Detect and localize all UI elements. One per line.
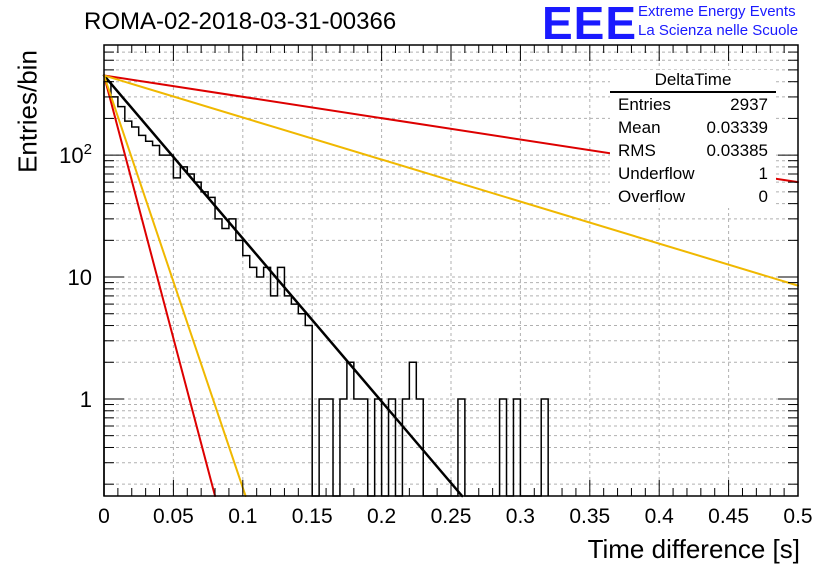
stats-row-mean: Mean 0.03339: [610, 116, 776, 139]
fit-line: [103, 74, 217, 497]
x-tick-label: 0.1: [228, 505, 257, 528]
y-tick-label-exponent: 2: [84, 141, 92, 158]
stats-value: 0.03385: [706, 141, 768, 160]
y-tick-label: 10: [68, 265, 92, 290]
x-tick-labels: 0 0.05 0.1 0.15 0.2 0.25 0.3 0.35 0.4 0.45 0.5: [98, 505, 812, 528]
x-tick-label: 0: [98, 505, 110, 528]
stats-label: RMS: [618, 141, 656, 160]
stats-row-overflow: Overflow 0: [610, 185, 776, 208]
logo-line-1: Extreme Energy Events: [638, 3, 796, 20]
x-tick-label: 0.5: [783, 505, 812, 528]
x-axis-label: Time difference [s]: [587, 534, 800, 564]
chart-title: ROMA-02-2018-03-31-00366: [84, 8, 397, 35]
stats-value: 2937: [730, 95, 768, 114]
fit-line: [103, 74, 799, 287]
stats-box-title: DeltaTime: [610, 70, 776, 93]
x-tick-label: 0.3: [506, 505, 535, 528]
stats-value: 0.03339: [706, 118, 768, 137]
stats-label: Entries: [618, 95, 671, 114]
x-tick-label: 0.2: [367, 505, 396, 528]
x-tick-label: 0.45: [708, 505, 749, 528]
logo-line-2: La Scienza nelle Scuole: [638, 22, 799, 39]
stats-label: Underflow: [618, 164, 695, 183]
histogram-outline: [103, 80, 549, 497]
y-axis-label: Entries/bin: [12, 50, 43, 173]
fit-line: [103, 74, 247, 497]
stats-label: Overflow: [618, 187, 686, 206]
x-tick-label: 0.05: [153, 505, 194, 528]
stats-row-rms: RMS 0.03385: [610, 139, 776, 162]
stats-label: Mean: [618, 118, 661, 137]
stats-value: 1: [758, 164, 768, 183]
y-tick-label: 1: [80, 387, 92, 412]
x-tick-label: 0.4: [645, 505, 675, 528]
fit-line: [102, 74, 464, 498]
histogram-series: [103, 80, 549, 497]
stats-row-underflow: Underflow 1: [610, 162, 776, 185]
y-tick-label-base: 10: [59, 143, 83, 168]
x-tick-label: 0.25: [431, 505, 472, 528]
x-tick-label: 0.35: [569, 505, 610, 528]
stats-row-entries: Entries 2937: [610, 93, 776, 116]
stats-box: DeltaTime Entries 2937 Mean 0.03339 RMS 0.0…: [610, 70, 776, 208]
y-tick-label: 102: [59, 141, 92, 168]
x-tick-label: 0.15: [292, 505, 333, 528]
axis-ticks: [103, 44, 799, 496]
stats-value: 0: [758, 187, 768, 206]
eee-logo: EEE: [542, 0, 638, 49]
